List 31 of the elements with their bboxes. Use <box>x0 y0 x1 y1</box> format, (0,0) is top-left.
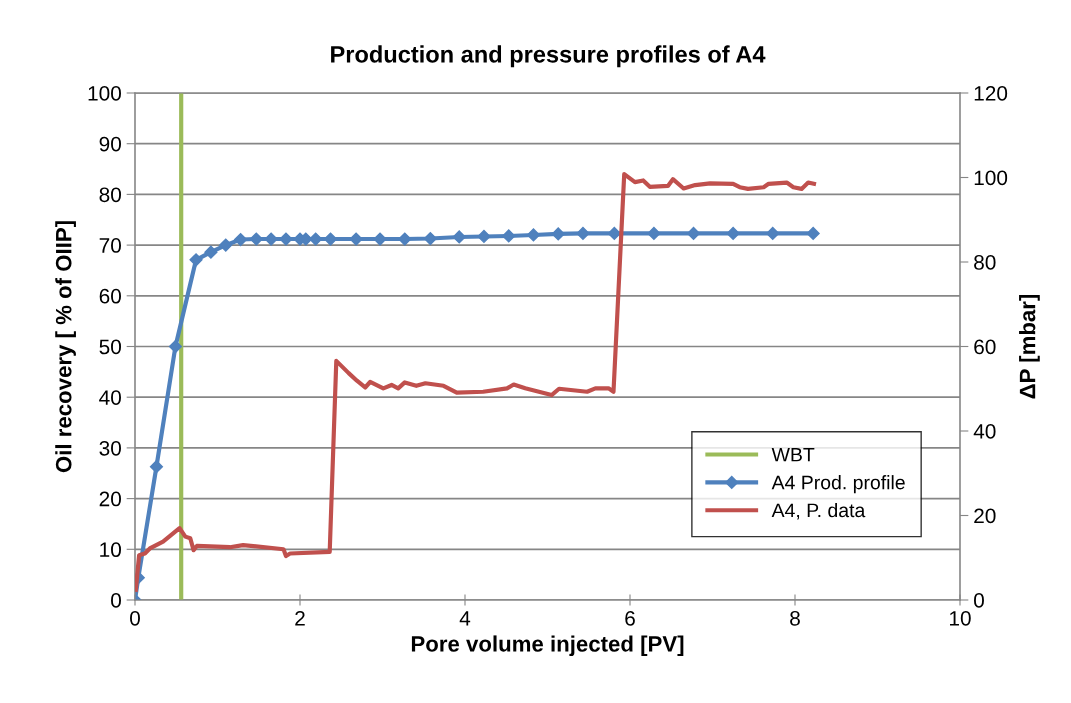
y-tick-label: 70 <box>99 238 121 253</box>
legend-label: WBT <box>771 447 815 462</box>
y-tick-label: 30 <box>99 440 121 456</box>
y-tick-label: 100 <box>88 86 121 101</box>
y2-tick-label: 20 <box>974 508 996 524</box>
y-tick-label: 40 <box>99 390 121 405</box>
y2-tick-label: 40 <box>973 424 996 439</box>
x-tick-label: 0 <box>130 610 140 626</box>
y2-tick-label: 120 <box>974 86 1008 101</box>
x-tick-label: 10 <box>950 610 971 626</box>
x-tick-label: 4 <box>459 611 471 626</box>
legend-label: A4 Prod. profile <box>771 475 905 494</box>
y-tick-label: 90 <box>99 136 121 152</box>
y-tick-label: 80 <box>99 187 121 203</box>
y-tick-label: 10 <box>100 542 121 558</box>
chart-title: Production and pressure profiles of A4 <box>331 45 766 68</box>
x-tick-label: 8 <box>790 610 800 626</box>
y2-tick-label: 60 <box>974 339 996 355</box>
y2-tick-label: 80 <box>974 255 996 270</box>
x-tick-label: 6 <box>625 610 635 626</box>
x-axis-title: Pore volume injected [PV] <box>411 635 684 657</box>
y2-tick-label: 0 <box>974 593 984 608</box>
y-tick-label: 50 <box>99 339 121 355</box>
y-tick-label: 20 <box>99 491 121 507</box>
y-axis-title: Oil recovery [ % of OIIP] <box>55 221 76 473</box>
y2-tick-label: 100 <box>974 170 1008 186</box>
y-tick-label: 60 <box>99 288 121 304</box>
legend-label: A4, P. data <box>771 502 866 520</box>
x-tick-label: 2 <box>295 610 305 626</box>
y-tick-label: 0 <box>111 593 121 608</box>
y2-axis-title: ΔP [mbar] <box>1019 294 1040 399</box>
